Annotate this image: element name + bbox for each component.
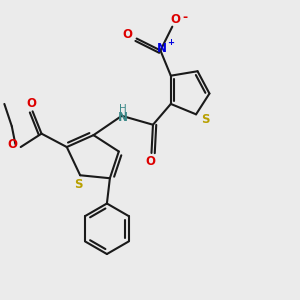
Text: O: O: [123, 28, 133, 40]
Text: +: +: [167, 38, 174, 46]
Text: O: O: [145, 155, 155, 168]
Text: O: O: [8, 138, 17, 151]
Text: O: O: [26, 98, 36, 110]
Text: N: N: [118, 111, 128, 124]
Text: S: S: [74, 178, 83, 191]
Text: O: O: [170, 13, 180, 26]
Text: -: -: [182, 11, 187, 24]
Text: H: H: [119, 104, 127, 114]
Text: S: S: [201, 113, 209, 126]
Text: N: N: [157, 42, 167, 56]
